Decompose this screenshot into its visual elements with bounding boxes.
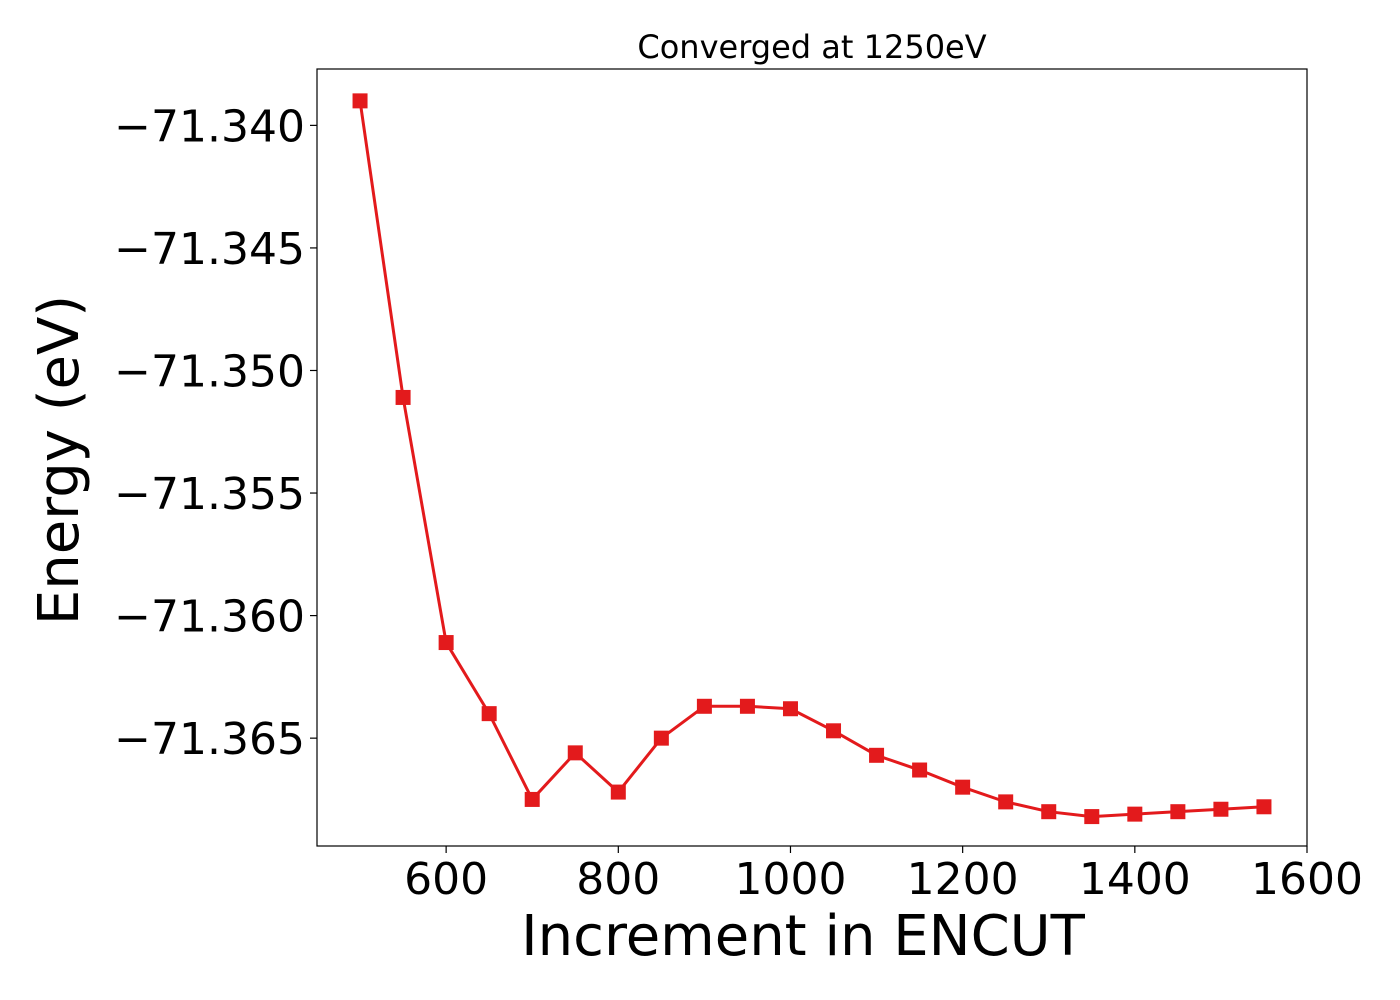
- data-point: [1170, 804, 1186, 820]
- data-point: [826, 723, 842, 739]
- data-point: [1256, 799, 1272, 815]
- y-tick-label: −71.360: [114, 592, 305, 643]
- x-tick-label: 1600: [1251, 854, 1363, 905]
- series-layer: [352, 93, 1272, 825]
- y-tick-label: −71.345: [114, 224, 305, 275]
- data-point: [955, 779, 971, 795]
- data-point: [1041, 804, 1057, 820]
- x-axis-label: Increment in ENCUT: [521, 904, 1086, 969]
- data-point: [696, 698, 712, 714]
- data-point: [395, 389, 411, 405]
- chart-title: Converged at 1250eV: [637, 28, 986, 66]
- x-tick-label: 800: [576, 854, 660, 905]
- data-point: [782, 701, 798, 717]
- data-point: [912, 762, 928, 778]
- data-point: [1084, 809, 1100, 825]
- x-tick-label: 1400: [1079, 854, 1191, 905]
- data-point: [524, 791, 540, 807]
- data-point: [610, 784, 626, 800]
- data-point: [739, 698, 755, 714]
- data-point: [653, 730, 669, 746]
- y-tick-label: −71.355: [114, 469, 305, 520]
- plot-frame: [316, 68, 1308, 847]
- data-point: [1213, 801, 1229, 817]
- y-axis-label: Energy (eV): [27, 295, 92, 625]
- x-axis: 600 800 1000 1200 1400 1600: [404, 846, 1363, 905]
- x-tick-label: 1000: [734, 854, 846, 905]
- data-point: [352, 93, 368, 109]
- data-point: [998, 794, 1014, 810]
- x-tick-label: 600: [404, 854, 488, 905]
- y-axis: −71.340 −71.345 −71.350 −71.355 −71.360 −71.3…: [114, 101, 317, 765]
- data-point: [438, 635, 454, 651]
- x-tick-label: 1200: [907, 854, 1019, 905]
- y-tick-label: −71.365: [114, 714, 305, 765]
- y-tick-label: −71.340: [114, 101, 305, 152]
- data-point: [481, 706, 497, 722]
- data-point: [1127, 806, 1143, 822]
- series-line: [358, 100, 1265, 819]
- data-point: [567, 745, 583, 761]
- y-tick-label: −71.350: [114, 346, 305, 397]
- data-point: [869, 747, 885, 763]
